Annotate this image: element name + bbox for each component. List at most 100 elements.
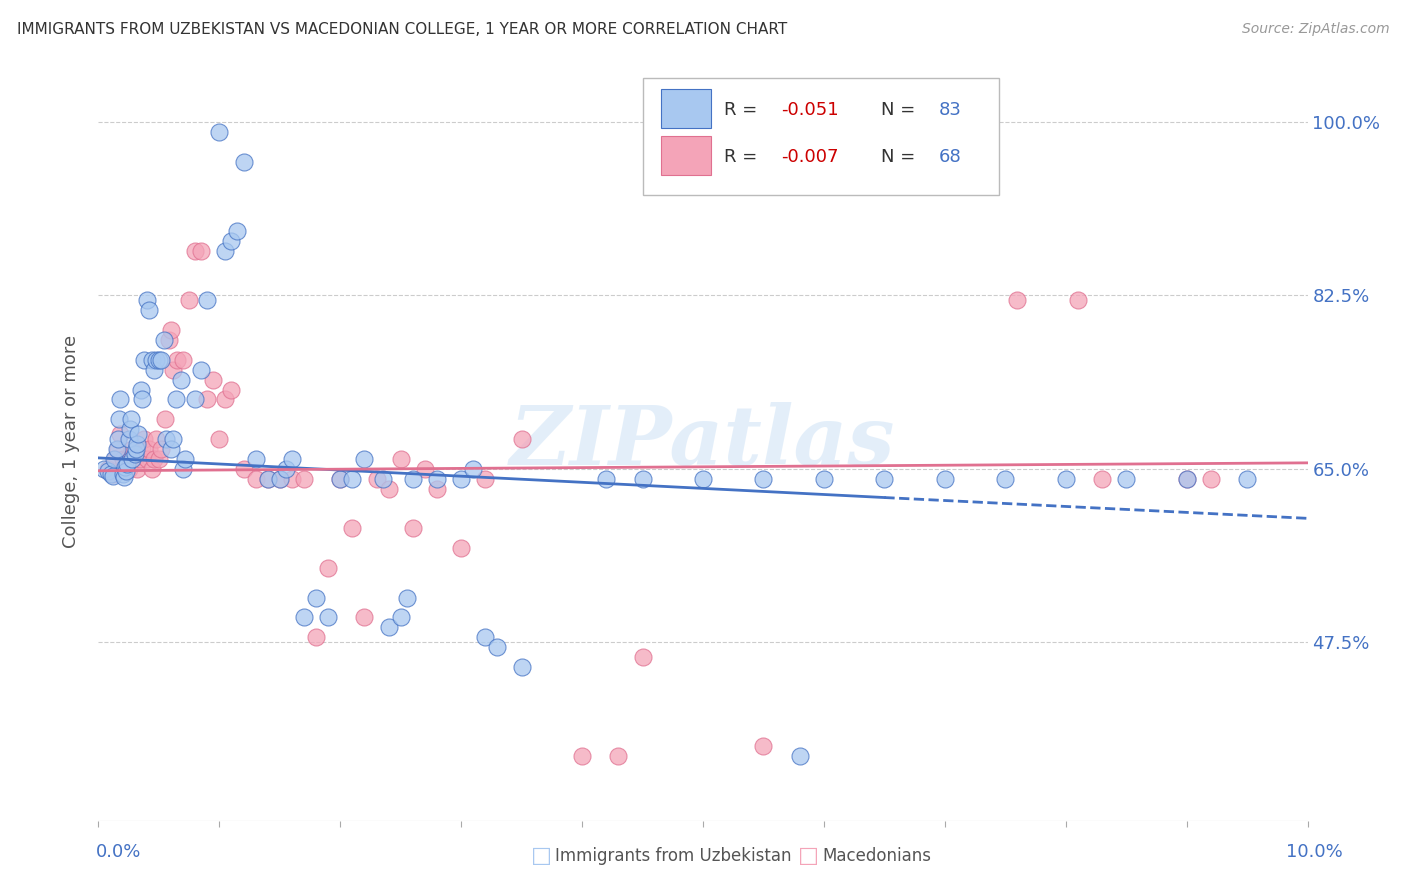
Point xyxy=(145,352,167,367)
Point xyxy=(269,472,291,486)
Point xyxy=(377,482,399,496)
Point xyxy=(226,224,249,238)
Point xyxy=(121,442,143,456)
Point xyxy=(245,451,267,466)
Point xyxy=(389,610,412,624)
Point xyxy=(1115,472,1137,486)
Point xyxy=(474,472,496,486)
Point xyxy=(153,412,176,426)
Point xyxy=(510,660,533,674)
Point xyxy=(450,541,472,555)
Point xyxy=(93,462,115,476)
Point xyxy=(274,462,297,476)
Point xyxy=(221,383,243,397)
Point xyxy=(150,352,173,367)
Point xyxy=(152,333,174,347)
Point xyxy=(281,451,304,466)
Point xyxy=(141,462,163,476)
Point xyxy=(160,323,183,337)
Point xyxy=(395,591,418,605)
Point xyxy=(172,462,194,476)
Point xyxy=(166,352,188,367)
Point xyxy=(169,373,191,387)
Point xyxy=(111,451,134,466)
Point xyxy=(692,472,714,486)
Text: Immigrants from Uzbekistan: Immigrants from Uzbekistan xyxy=(555,847,792,865)
Point xyxy=(127,462,149,476)
Text: 83: 83 xyxy=(939,101,962,120)
Point xyxy=(1236,472,1258,486)
Point xyxy=(450,472,472,486)
Point xyxy=(135,451,157,466)
Point xyxy=(103,451,125,466)
Point xyxy=(97,464,120,478)
Point xyxy=(108,427,131,442)
Point xyxy=(195,293,218,308)
Point xyxy=(571,749,593,764)
Point xyxy=(190,362,212,376)
Text: 68: 68 xyxy=(939,148,962,166)
Point xyxy=(377,620,399,634)
Point xyxy=(125,442,148,456)
Point xyxy=(305,591,328,605)
Point xyxy=(402,521,425,535)
Point xyxy=(221,234,243,248)
Point xyxy=(366,472,388,486)
Point xyxy=(474,630,496,644)
Point xyxy=(789,749,811,764)
Point xyxy=(353,610,375,624)
Point xyxy=(752,472,775,486)
Point xyxy=(138,303,160,318)
Point xyxy=(179,293,201,308)
Point xyxy=(100,467,122,481)
Point xyxy=(486,640,509,655)
Point xyxy=(124,447,146,461)
Point xyxy=(190,244,212,258)
Point xyxy=(111,467,134,481)
Text: IMMIGRANTS FROM UZBEKISTAN VS MACEDONIAN COLLEGE, 1 YEAR OR MORE CORRELATION CHA: IMMIGRANTS FROM UZBEKISTAN VS MACEDONIAN… xyxy=(17,22,787,37)
Text: R =: R = xyxy=(724,101,762,120)
Point xyxy=(143,451,166,466)
Point xyxy=(305,630,328,644)
Point xyxy=(232,154,254,169)
Point xyxy=(202,373,225,387)
Point xyxy=(129,383,152,397)
Point xyxy=(117,451,139,466)
Point xyxy=(108,392,131,407)
Point xyxy=(148,451,170,466)
Point xyxy=(245,472,267,486)
Point xyxy=(631,650,654,665)
Point xyxy=(134,432,156,446)
Text: Macedonians: Macedonians xyxy=(823,847,932,865)
Point xyxy=(595,472,617,486)
Point xyxy=(155,432,177,446)
Point xyxy=(114,462,136,476)
Point xyxy=(873,472,896,486)
Point xyxy=(281,472,304,486)
Point xyxy=(97,462,120,476)
Point xyxy=(104,451,127,466)
Point xyxy=(1199,472,1222,486)
Point xyxy=(256,472,278,486)
Point xyxy=(121,451,143,466)
Point xyxy=(107,442,129,456)
Point xyxy=(342,472,364,486)
Point xyxy=(1054,472,1077,486)
Text: -0.051: -0.051 xyxy=(782,101,839,120)
Point xyxy=(329,472,352,486)
Point xyxy=(141,352,163,367)
Text: 0.0%: 0.0% xyxy=(96,843,141,861)
Point xyxy=(118,422,141,436)
Point xyxy=(292,472,315,486)
FancyBboxPatch shape xyxy=(661,89,711,128)
Point xyxy=(342,521,364,535)
Point xyxy=(105,442,128,456)
Text: R =: R = xyxy=(724,148,762,166)
Point xyxy=(174,451,197,466)
Point xyxy=(162,362,184,376)
Point xyxy=(413,462,436,476)
Point xyxy=(389,451,412,466)
Point xyxy=(134,352,156,367)
Point xyxy=(118,462,141,476)
Point xyxy=(1175,472,1198,486)
